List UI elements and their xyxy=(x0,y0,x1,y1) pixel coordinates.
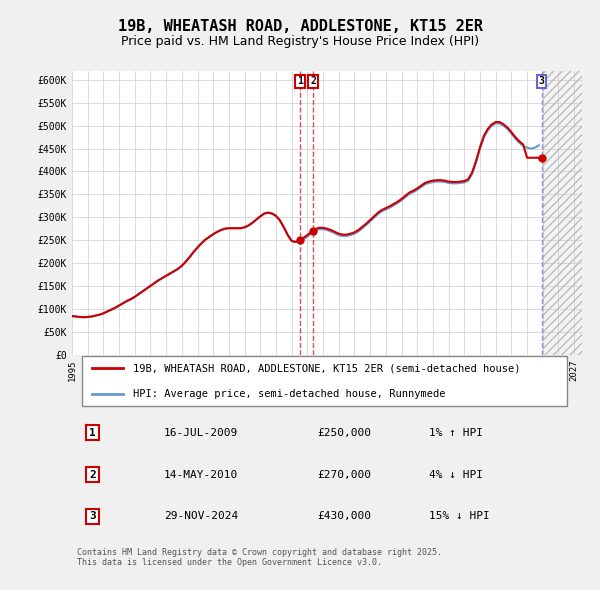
Text: 16-JUL-2009: 16-JUL-2009 xyxy=(164,428,238,438)
Text: 1: 1 xyxy=(297,77,303,87)
Text: HPI: Average price, semi-detached house, Runnymede: HPI: Average price, semi-detached house,… xyxy=(133,389,446,399)
Text: 3: 3 xyxy=(89,512,96,522)
Text: 19B, WHEATASH ROAD, ADDLESTONE, KT15 2ER: 19B, WHEATASH ROAD, ADDLESTONE, KT15 2ER xyxy=(118,19,482,34)
Text: Price paid vs. HM Land Registry's House Price Index (HPI): Price paid vs. HM Land Registry's House … xyxy=(121,35,479,48)
Text: 19B, WHEATASH ROAD, ADDLESTONE, KT15 2ER (semi-detached house): 19B, WHEATASH ROAD, ADDLESTONE, KT15 2ER… xyxy=(133,363,521,373)
Text: 2: 2 xyxy=(89,470,96,480)
Text: 29-NOV-2024: 29-NOV-2024 xyxy=(164,512,238,522)
Text: 1% ↑ HPI: 1% ↑ HPI xyxy=(429,428,483,438)
Text: £430,000: £430,000 xyxy=(317,512,371,522)
Bar xyxy=(543,71,582,355)
Text: 15% ↓ HPI: 15% ↓ HPI xyxy=(429,512,490,522)
Text: 3: 3 xyxy=(539,77,544,87)
Bar xyxy=(543,71,582,355)
Point xyxy=(308,226,318,235)
Point xyxy=(295,235,305,245)
Point xyxy=(537,153,547,162)
Text: 1: 1 xyxy=(89,428,96,438)
Text: £270,000: £270,000 xyxy=(317,470,371,480)
Text: 2: 2 xyxy=(310,77,316,87)
Text: £250,000: £250,000 xyxy=(317,428,371,438)
FancyBboxPatch shape xyxy=(82,356,567,407)
Text: Contains HM Land Registry data © Crown copyright and database right 2025.
This d: Contains HM Land Registry data © Crown c… xyxy=(77,548,442,567)
Text: 14-MAY-2010: 14-MAY-2010 xyxy=(164,470,238,480)
Text: 4% ↓ HPI: 4% ↓ HPI xyxy=(429,470,483,480)
